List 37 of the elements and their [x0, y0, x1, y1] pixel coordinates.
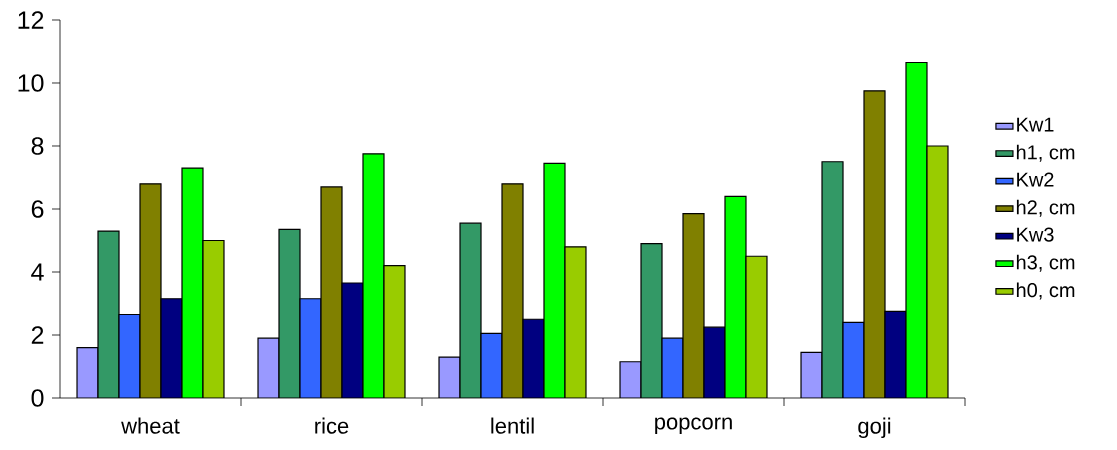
legend-label: Kw2: [1017, 172, 1054, 187]
y-tick-label: 0: [31, 389, 44, 407]
x-tick-label: popcorn: [655, 417, 732, 434]
bar: [863, 90, 886, 398]
legend-label: h0, cm: [1016, 282, 1075, 300]
x-tick-label: rice: [315, 417, 349, 434]
bar: [544, 163, 565, 398]
y-tick-label: 8: [31, 137, 44, 155]
y-tick-label: 4: [31, 263, 44, 281]
x-tick-label: goji: [858, 417, 891, 439]
bar: [641, 243, 663, 398]
legend-label: h3, cm: [1016, 254, 1075, 272]
bar: [564, 246, 586, 398]
bar: [140, 183, 161, 398]
bar: [383, 265, 405, 398]
bar: [926, 145, 949, 398]
x-tick-label: wheat: [121, 417, 180, 434]
bar: [460, 223, 482, 398]
bar: [725, 196, 746, 398]
y-tick-label: 12: [18, 11, 44, 29]
bar: [502, 183, 523, 398]
x-tick-label: lentil: [491, 417, 534, 434]
bar: [905, 61, 928, 398]
y-tick-label: 2: [31, 326, 44, 344]
bar: [821, 161, 844, 398]
legend-label: h1, cm: [1016, 144, 1075, 162]
y-tick-label: 6: [31, 200, 44, 218]
legend-label: Kw3: [1017, 227, 1054, 242]
legend-label: Kw1: [1017, 117, 1054, 132]
y-tick-label: 10: [18, 74, 44, 92]
bar: [182, 168, 203, 398]
bar: [321, 186, 342, 398]
bar: [202, 240, 224, 398]
bar: [279, 229, 301, 398]
bar: [363, 153, 384, 398]
bar: [683, 213, 704, 398]
legend-label: h2, cm: [1016, 199, 1075, 217]
